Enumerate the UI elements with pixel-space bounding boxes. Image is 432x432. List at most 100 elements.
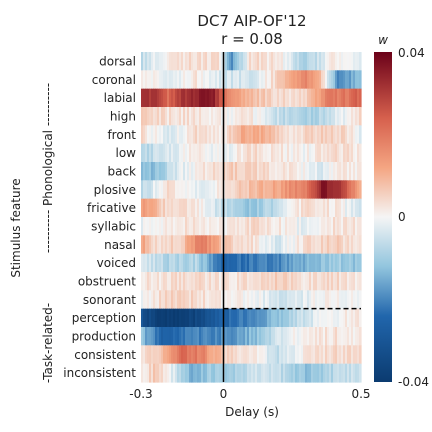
heatmap-cell — [327, 70, 330, 90]
heatmap-cell — [239, 253, 242, 273]
heatmap-cell — [339, 125, 342, 145]
heatmap-cell — [229, 88, 232, 108]
heatmap-cell — [207, 253, 210, 273]
heatmap-cell — [271, 88, 274, 108]
heatmap-cell — [237, 180, 240, 200]
heatmap-cell — [269, 327, 272, 346]
heatmap-cell — [157, 253, 160, 273]
heatmap-cell — [235, 125, 238, 145]
heatmap-cell — [331, 327, 334, 346]
heatmap-cell — [353, 272, 356, 291]
heatmap-cell — [213, 107, 216, 126]
heatmap-cell — [283, 88, 286, 108]
heatmap-cell — [229, 162, 232, 181]
heatmap-cell — [337, 125, 340, 145]
heatmap-cell — [247, 345, 250, 365]
heatmap-cell — [243, 217, 246, 236]
heatmap-cell — [183, 88, 186, 108]
heatmap-cell — [303, 235, 306, 255]
heatmap-cell — [157, 52, 160, 71]
heatmap-cell — [213, 345, 216, 365]
heatmap-cell — [265, 162, 268, 181]
heatmap-cell — [359, 235, 362, 255]
heatmap-cell — [339, 217, 342, 236]
heatmap-cell — [345, 52, 348, 71]
heatmap-cell — [331, 52, 334, 71]
heatmap-cell — [219, 272, 222, 291]
heatmap-cell — [193, 327, 196, 346]
heatmap-cell — [259, 180, 262, 200]
heatmap-cell — [233, 217, 236, 236]
heatmap-cell — [201, 253, 204, 273]
heatmap-cell — [171, 272, 174, 291]
heatmap-cell — [219, 235, 222, 255]
heatmap-cell — [251, 52, 254, 71]
heatmap-cell — [231, 52, 234, 71]
heatmap-cell — [237, 107, 240, 126]
heatmap-cell — [217, 363, 220, 383]
heatmap-cell — [285, 162, 288, 181]
heatmap-cell — [313, 70, 316, 90]
heatmap-cell — [243, 52, 246, 71]
heatmap-cell — [175, 52, 178, 71]
heatmap-cell — [161, 180, 164, 200]
heatmap-cell — [205, 125, 208, 145]
heatmap-cell — [187, 143, 190, 163]
heatmap-cell — [141, 162, 144, 181]
heatmap-cell — [177, 52, 180, 71]
heatmap-cell — [151, 253, 154, 273]
heatmap-cell — [157, 107, 160, 126]
heatmap-cell — [353, 125, 356, 145]
heatmap-cell — [333, 143, 336, 163]
heatmap-cell — [269, 345, 272, 365]
heatmap-cell — [301, 217, 304, 236]
heatmap-cell — [251, 272, 254, 291]
heatmap-cell — [153, 327, 156, 346]
heatmap-cell — [293, 217, 296, 236]
heatmap-cell — [229, 143, 232, 163]
heatmap-cell — [289, 52, 292, 71]
heatmap-cell — [341, 363, 344, 383]
heatmap-cell — [231, 290, 234, 310]
heatmap-cell — [199, 327, 202, 346]
heatmap-cell — [285, 180, 288, 200]
heatmap-cell — [269, 363, 272, 383]
heatmap-cell — [177, 345, 180, 365]
heatmap-cell — [227, 88, 230, 108]
heatmap-cell — [319, 345, 322, 365]
heatmap-cell — [333, 162, 336, 181]
heatmap-cell — [339, 345, 342, 365]
heatmap-cell — [195, 217, 198, 236]
heatmap-cell — [167, 217, 170, 236]
heatmap-cell — [339, 363, 342, 383]
heatmap-cell — [177, 290, 180, 310]
heatmap-cell — [143, 235, 146, 255]
heatmap-cell — [179, 125, 182, 145]
heatmap-cell — [247, 162, 250, 181]
heatmap-cell — [173, 198, 176, 218]
heatmap-cell — [141, 88, 144, 108]
heatmap-cell — [213, 253, 216, 273]
heatmap-cell — [265, 363, 268, 383]
heatmap-cell — [319, 70, 322, 90]
heatmap-cell — [147, 327, 150, 346]
heatmap-cell — [177, 180, 180, 200]
heatmap-cell — [311, 88, 314, 108]
heatmap-cell — [199, 363, 202, 383]
heatmap-cell — [319, 180, 322, 200]
heatmap-cell — [189, 162, 192, 181]
heatmap-cell — [265, 272, 268, 291]
heatmap-cell — [233, 308, 236, 328]
heatmap-cell — [303, 162, 306, 181]
heatmap-cell — [289, 180, 292, 200]
heatmap-cell — [175, 107, 178, 126]
heatmap-cell — [199, 345, 202, 365]
heatmap-cell — [277, 217, 280, 236]
heatmap-cell — [175, 327, 178, 346]
heatmap-cell — [315, 198, 318, 218]
heatmap-cell — [305, 327, 308, 346]
heatmap-cell — [171, 107, 174, 126]
heatmap-cell — [209, 143, 212, 163]
heatmap-cell — [359, 52, 362, 71]
heatmap-cell — [301, 125, 304, 145]
